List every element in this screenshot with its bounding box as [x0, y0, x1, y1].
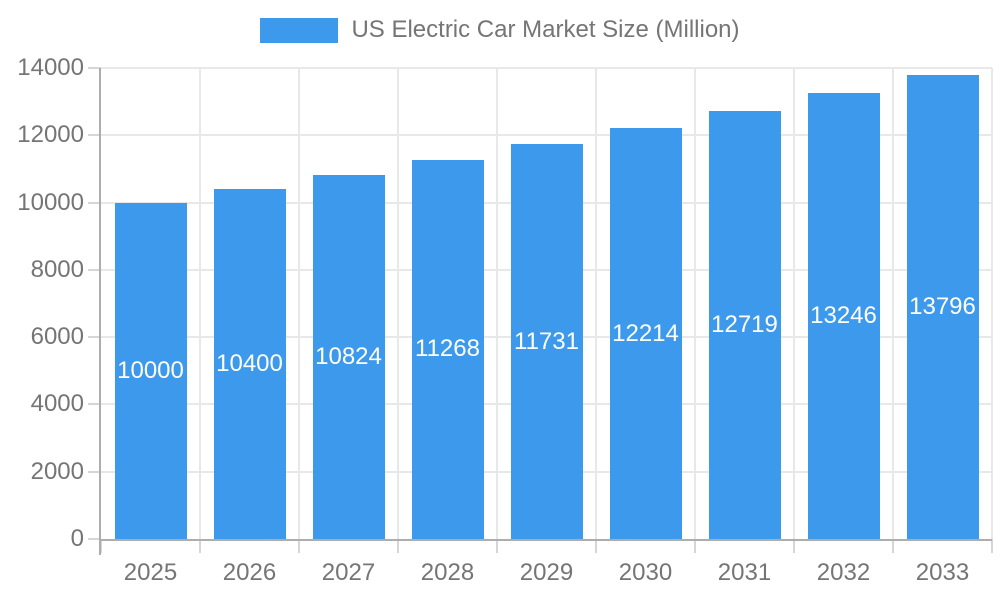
- x-axis-tick-label: 2025: [123, 559, 178, 586]
- x-gridline: [694, 68, 696, 539]
- y-axis-line: [99, 68, 101, 555]
- bar-value-label: 10400: [216, 350, 283, 378]
- legend-item[interactable]: US Electric Car Market Size (Million): [0, 16, 1000, 44]
- y-axis-tick: [88, 403, 101, 406]
- y-axis-tick: [88, 201, 101, 204]
- y-axis-tick-label: 2000: [30, 457, 84, 485]
- x-axis-tick-label: 2033: [915, 559, 970, 586]
- bar-value-label: 13796: [909, 292, 976, 320]
- x-axis-tick-label: 2030: [618, 559, 673, 586]
- bar-value-label: 10000: [117, 356, 184, 384]
- y-axis-tick: [88, 336, 101, 339]
- y-axis-tick-label: 10000: [17, 188, 84, 216]
- x-gridline: [496, 68, 498, 539]
- bar-value-label: 10824: [315, 342, 382, 370]
- x-gridline: [397, 68, 399, 539]
- bar: [906, 74, 979, 539]
- x-axis-tick: [298, 539, 300, 553]
- x-gridline: [892, 68, 894, 539]
- x-axis-tick: [100, 539, 102, 553]
- y-gridline: [101, 134, 992, 137]
- bar-value-label: 12719: [711, 311, 778, 339]
- y-axis-tick: [88, 538, 101, 540]
- bar: [213, 189, 286, 539]
- x-axis-tick: [496, 539, 498, 553]
- bar: [411, 159, 484, 539]
- bar-value-label: 12214: [612, 319, 679, 347]
- bar: [708, 111, 781, 539]
- y-axis-tick: [88, 67, 101, 69]
- bar: [510, 144, 583, 539]
- y-axis-tick-label: 4000: [30, 390, 84, 418]
- x-axis-tick-label: 2028: [420, 559, 475, 586]
- x-axis-tick: [397, 539, 399, 553]
- bar-value-label: 13246: [810, 302, 877, 330]
- y-axis-tick: [88, 134, 101, 137]
- x-gridline: [298, 68, 300, 539]
- bar-value-label: 11268: [415, 335, 480, 363]
- x-axis-tick-label: 2026: [222, 559, 277, 586]
- x-gridline: [793, 68, 795, 539]
- x-gridline: [199, 68, 201, 539]
- y-axis-tick-label: 12000: [17, 121, 84, 149]
- bar-value-label: 11731: [514, 327, 579, 355]
- x-gridline: [991, 68, 993, 539]
- y-axis-tick-label: 0: [70, 525, 84, 552]
- x-axis-tick-label: 2032: [816, 559, 871, 586]
- x-axis-tick-label: 2027: [321, 559, 376, 586]
- x-axis-tick: [991, 539, 993, 553]
- x-axis-tick: [595, 539, 597, 553]
- x-axis-tick: [694, 539, 696, 553]
- y-axis-tick-label: 6000: [30, 323, 84, 351]
- x-axis-tick: [793, 539, 795, 553]
- y-axis-tick: [88, 470, 101, 473]
- bar: [312, 174, 385, 539]
- y-axis-tick: [88, 268, 101, 271]
- legend-swatch-icon: [260, 17, 339, 43]
- x-axis-tick: [199, 539, 201, 553]
- y-gridline: [101, 67, 992, 69]
- bar: [807, 93, 880, 539]
- x-axis-tick: [892, 539, 894, 553]
- x-axis-tick-label: 2029: [519, 559, 574, 586]
- x-gridline: [595, 68, 597, 539]
- x-axis-tick-label: 2031: [717, 559, 772, 586]
- y-axis-tick-label: 8000: [30, 255, 84, 283]
- y-axis-tick-label: 14000: [17, 54, 84, 81]
- legend-label: US Electric Car Market Size (Million): [351, 16, 740, 43]
- bar: [114, 202, 187, 539]
- bar: [609, 128, 682, 539]
- x-axis-line: [99, 539, 992, 541]
